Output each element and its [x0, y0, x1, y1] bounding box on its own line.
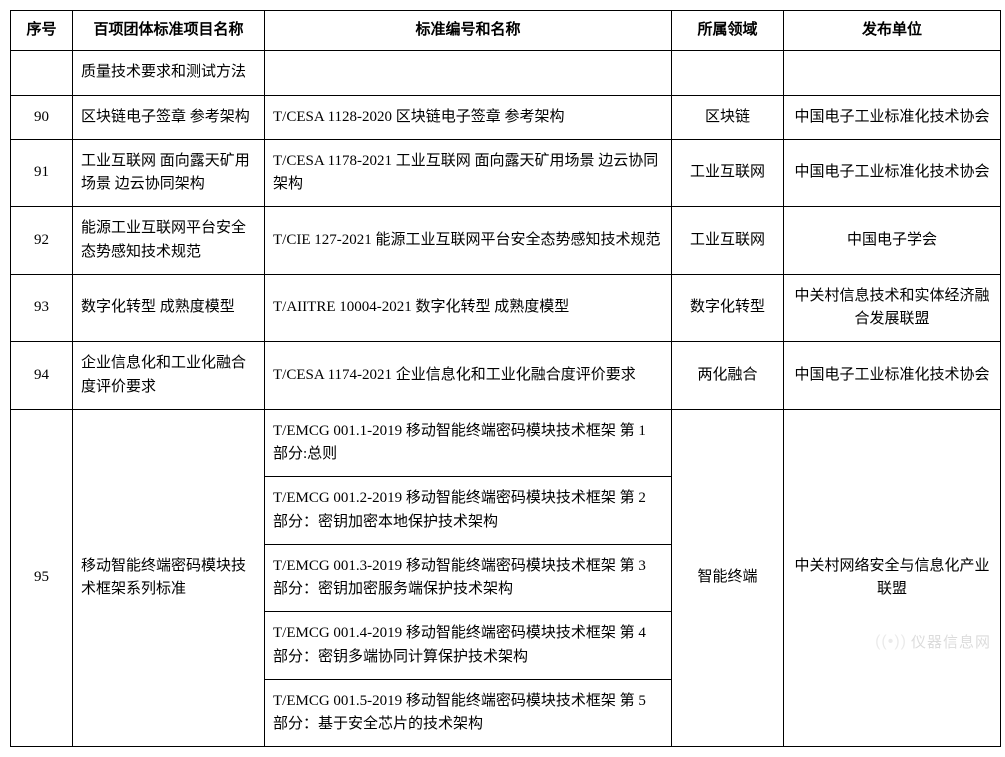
cell-name: 数字化转型 成熟度模型: [73, 274, 265, 342]
cell-std: T/CIE 127-2021 能源工业互联网平台安全态势感知技术规范: [265, 207, 672, 275]
cell-std: [265, 51, 672, 95]
col-header-publisher: 发布单位: [784, 11, 1001, 51]
cell-seq: [11, 51, 73, 95]
cell-publisher: 中国电子工业标准化技术协会: [784, 95, 1001, 139]
cell-publisher: [784, 51, 1001, 95]
col-header-std: 标准编号和名称: [265, 11, 672, 51]
table-row: 93数字化转型 成熟度模型T/AIITRE 10004-2021 数字化转型 成…: [11, 274, 1001, 342]
col-header-field: 所属领域: [672, 11, 784, 51]
cell-publisher: 中国电子学会: [784, 207, 1001, 275]
cell-publisher: 中关村信息技术和实体经济融合发展联盟: [784, 274, 1001, 342]
cell-publisher: 中国电子工业标准化技术协会: [784, 342, 1001, 410]
cell-field: 智能终端: [672, 409, 784, 747]
cell-name: 工业互联网 面向露天矿用场景 边云协同架构: [73, 139, 265, 207]
cell-std: T/EMCG 001.2-2019 移动智能终端密码模块技术框架 第 2 部分：…: [265, 477, 672, 545]
cell-field: 区块链: [672, 95, 784, 139]
cell-std: T/CESA 1178-2021 工业互联网 面向露天矿用场景 边云协同架构: [265, 139, 672, 207]
table-row: 95移动智能终端密码模块技术框架系列标准T/EMCG 001.1-2019 移动…: [11, 409, 1001, 477]
cell-field: 工业互联网: [672, 139, 784, 207]
cell-name: 质量技术要求和测试方法: [73, 51, 265, 95]
table-row: 92能源工业互联网平台安全态势感知技术规范T/CIE 127-2021 能源工业…: [11, 207, 1001, 275]
cell-std: T/EMCG 001.3-2019 移动智能终端密码模块技术框架 第 3 部分：…: [265, 544, 672, 612]
table-header-row: 序号 百项团体标准项目名称 标准编号和名称 所属领域 发布单位: [11, 11, 1001, 51]
cell-seq: 91: [11, 139, 73, 207]
cell-seq: 93: [11, 274, 73, 342]
table-row: 91工业互联网 面向露天矿用场景 边云协同架构T/CESA 1178-2021 …: [11, 139, 1001, 207]
cell-field: 两化融合: [672, 342, 784, 410]
col-header-name: 百项团体标准项目名称: [73, 11, 265, 51]
cell-std: T/CESA 1128-2020 区块链电子签章 参考架构: [265, 95, 672, 139]
cell-publisher: 中国电子工业标准化技术协会: [784, 139, 1001, 207]
cell-field: 工业互联网: [672, 207, 784, 275]
cell-seq: 90: [11, 95, 73, 139]
cell-name: 移动智能终端密码模块技术框架系列标准: [73, 409, 265, 747]
table-row: 质量技术要求和测试方法: [11, 51, 1001, 95]
cell-name: 企业信息化和工业化融合度评价要求: [73, 342, 265, 410]
cell-std: T/EMCG 001.4-2019 移动智能终端密码模块技术框架 第 4 部分：…: [265, 612, 672, 680]
standards-table: 序号 百项团体标准项目名称 标准编号和名称 所属领域 发布单位 质量技术要求和测…: [10, 10, 1001, 747]
cell-publisher: 中关村网络安全与信息化产业联盟: [784, 409, 1001, 747]
cell-seq: 92: [11, 207, 73, 275]
col-header-seq: 序号: [11, 11, 73, 51]
cell-std: T/CESA 1174-2021 企业信息化和工业化融合度评价要求: [265, 342, 672, 410]
cell-seq: 94: [11, 342, 73, 410]
cell-name: 能源工业互联网平台安全态势感知技术规范: [73, 207, 265, 275]
table-row: 94企业信息化和工业化融合度评价要求T/CESA 1174-2021 企业信息化…: [11, 342, 1001, 410]
cell-field: [672, 51, 784, 95]
cell-name: 区块链电子签章 参考架构: [73, 95, 265, 139]
cell-seq: 95: [11, 409, 73, 747]
cell-std: T/EMCG 001.5-2019 移动智能终端密码模块技术框架 第 5 部分：…: [265, 679, 672, 747]
cell-std: T/EMCG 001.1-2019 移动智能终端密码模块技术框架 第 1 部分:…: [265, 409, 672, 477]
table-row: 90区块链电子签章 参考架构T/CESA 1128-2020 区块链电子签章 参…: [11, 95, 1001, 139]
cell-std: T/AIITRE 10004-2021 数字化转型 成熟度模型: [265, 274, 672, 342]
cell-field: 数字化转型: [672, 274, 784, 342]
